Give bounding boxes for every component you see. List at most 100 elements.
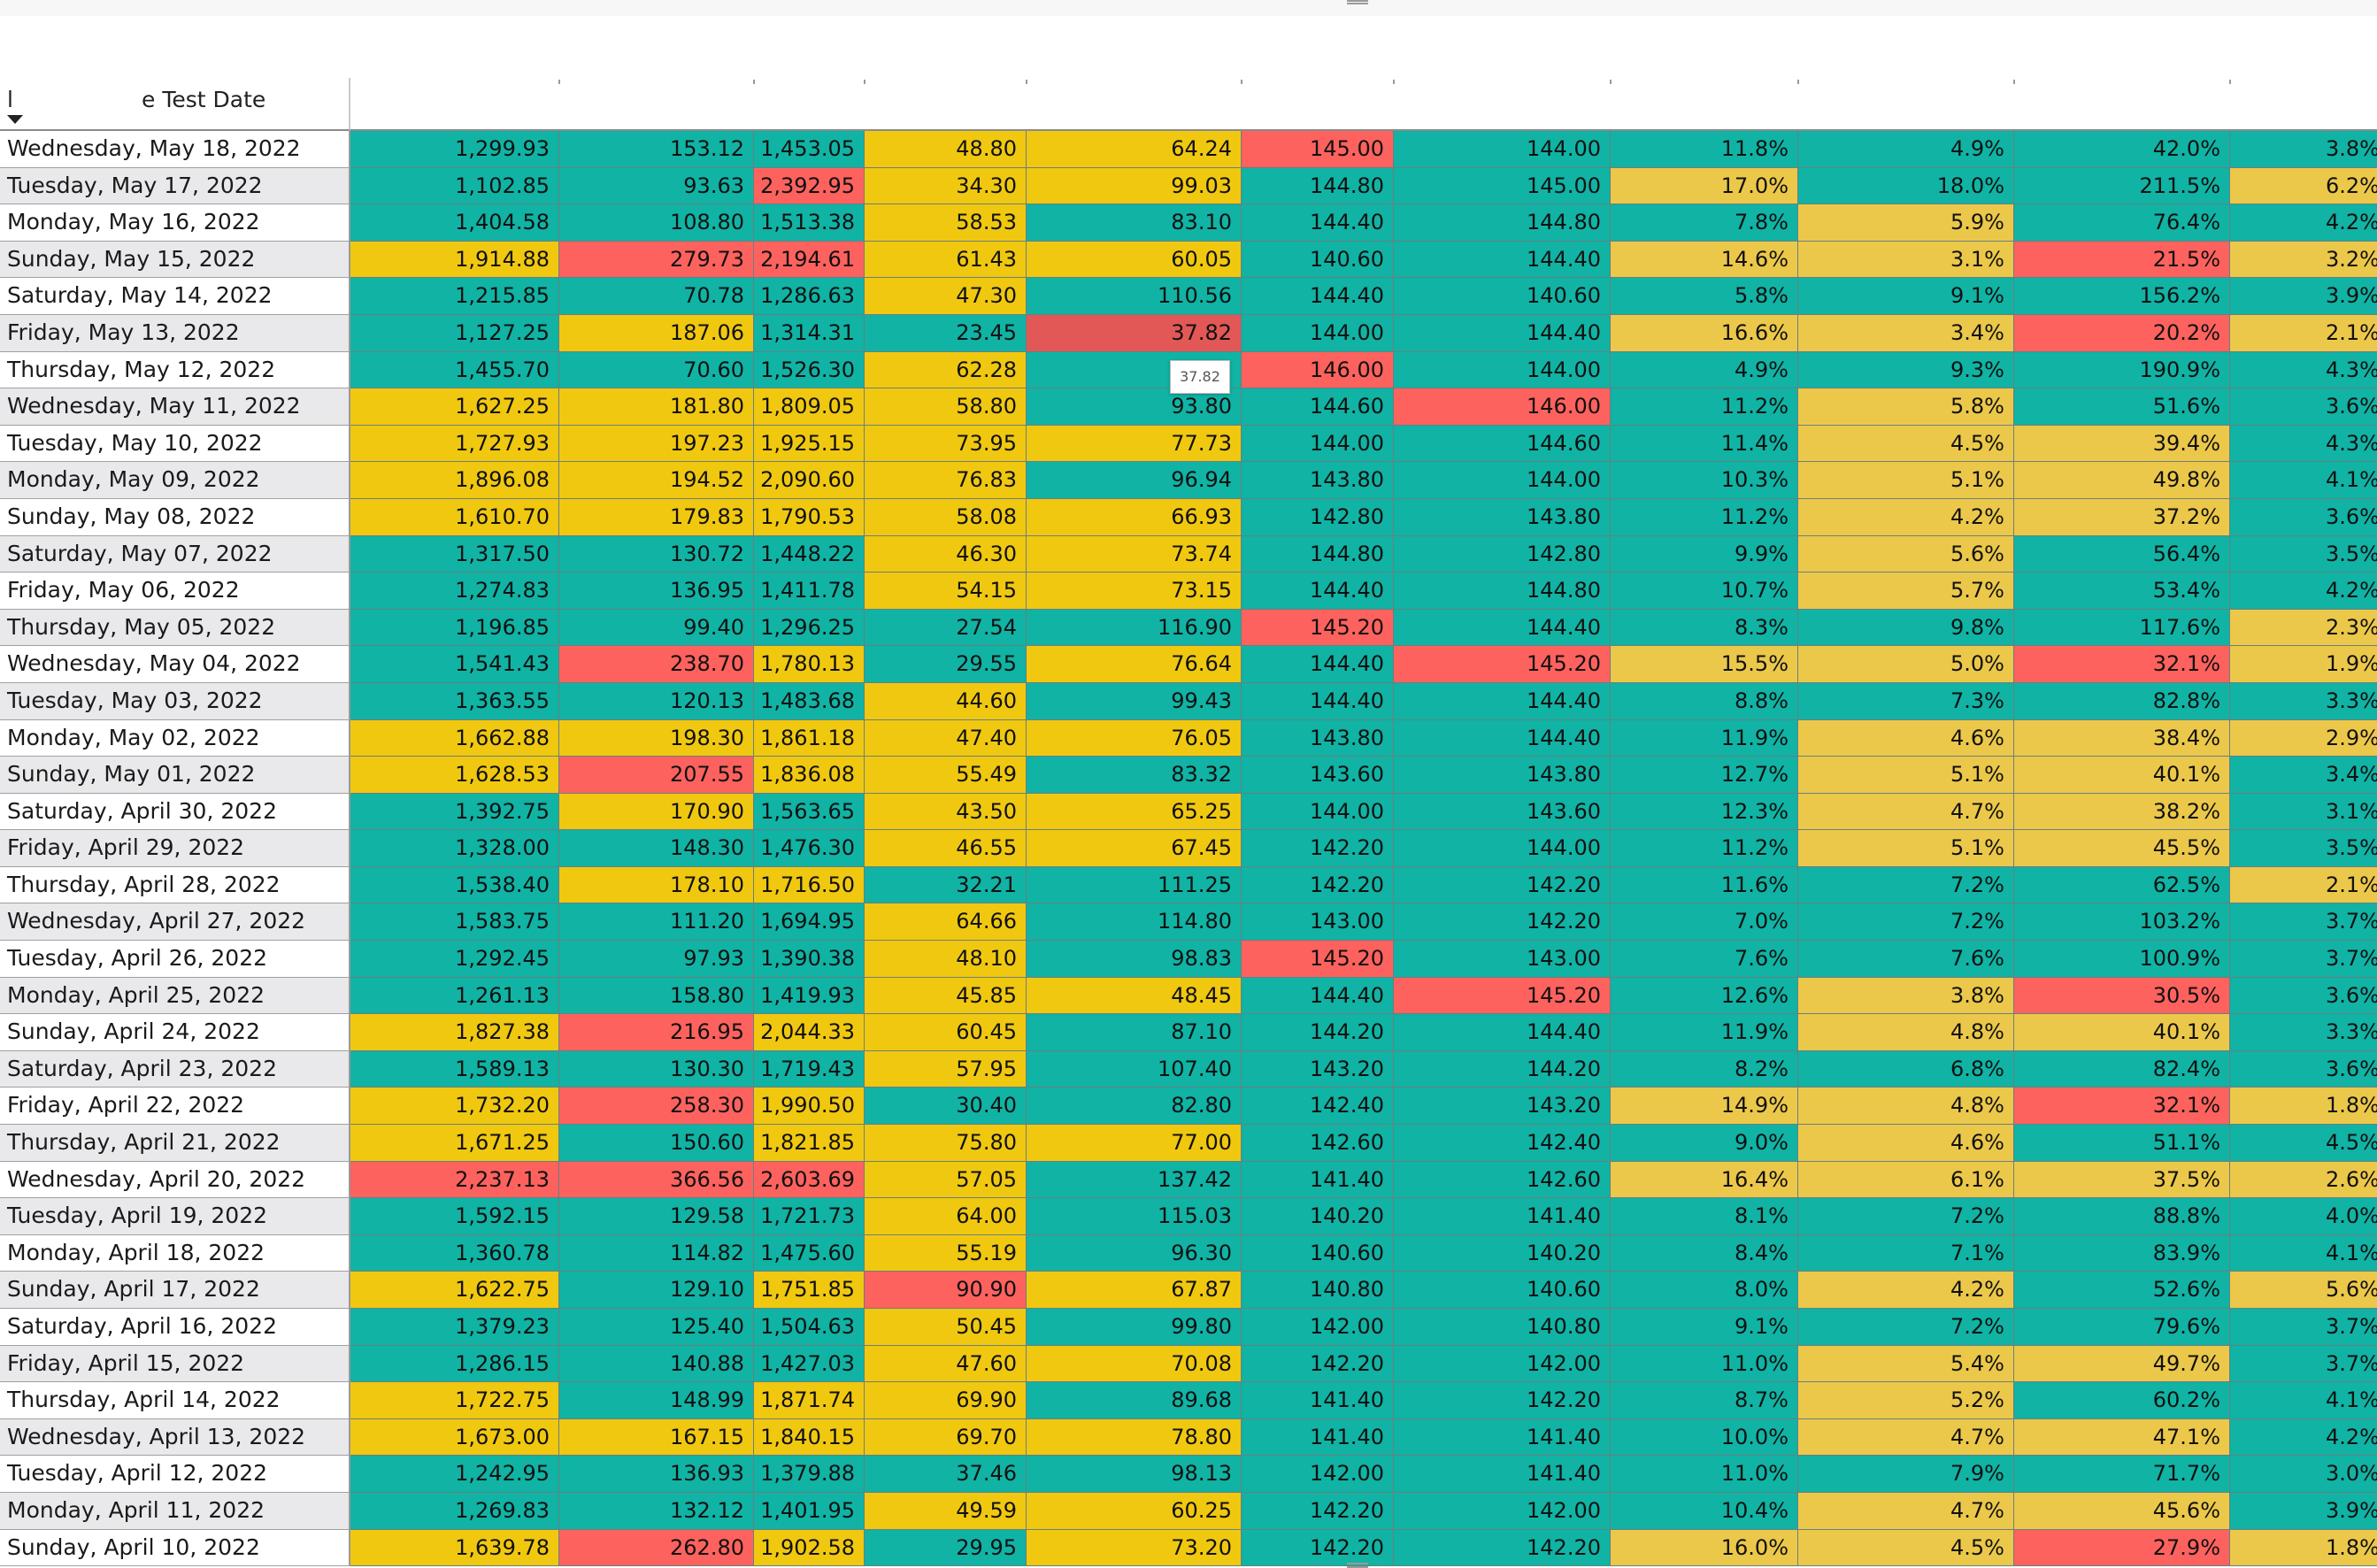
table-cell[interactable]: 5.8% [1611, 278, 1798, 315]
table-cell[interactable]: 1,455.70 [350, 351, 559, 389]
table-cell[interactable]: 1,727.93 [350, 425, 559, 463]
resize-handle-top[interactable] [1347, 0, 1368, 4]
table-cell[interactable]: 4.1% [2230, 1382, 2377, 1419]
table-cell[interactable]: 62.28 [865, 351, 1027, 389]
table-cell[interactable]: 8.1% [1611, 1198, 1798, 1235]
table-cell[interactable]: 32.1% [2014, 1088, 2230, 1126]
table-cell[interactable]: 115.03 [1027, 1198, 1242, 1235]
table-cell[interactable]: 5.4% [1798, 1345, 2014, 1383]
table-cell[interactable]: 18.0% [1798, 167, 2014, 205]
table-row[interactable]: Tuesday, April 19, 2022 1,592.15 129.58 1,7… [0, 1198, 2377, 1235]
table-cell[interactable]: 1,610.70 [350, 498, 559, 536]
table-cell[interactable]: 38.4% [2014, 719, 2230, 757]
table-row[interactable]: Friday, May 06, 2022 1,274.83 136.95 1,411.… [0, 573, 2377, 610]
table-cell[interactable]: 7.2% [1798, 1198, 2014, 1235]
table-row[interactable]: Monday, May 02, 2022 1,662.88 198.30 1,861.… [0, 719, 2377, 757]
row-date-cell[interactable]: Friday, May 13, 2022 [0, 314, 350, 352]
table-cell[interactable]: 32.1% [2014, 646, 2230, 683]
table-cell[interactable]: 76.64 [1027, 646, 1242, 683]
table-cell[interactable]: 4.0% [2230, 1198, 2377, 1235]
table-cell[interactable]: 69.70 [865, 1418, 1027, 1457]
table-cell[interactable]: 70.08 [1027, 1345, 1242, 1383]
table-cell[interactable]: 2,044.33 [754, 1014, 865, 1051]
table-cell[interactable]: 140.80 [1242, 1272, 1394, 1309]
table-cell[interactable]: 2,603.69 [754, 1161, 865, 1199]
table-cell[interactable]: 144.80 [1242, 167, 1394, 205]
table-cell[interactable]: 1,392.75 [350, 793, 559, 831]
table-cell[interactable]: 1,379.88 [754, 1456, 865, 1493]
table-cell[interactable]: 144.40 [1394, 609, 1611, 647]
table-cell[interactable]: 49.59 [865, 1492, 1027, 1530]
table-cell[interactable]: 60.25 [1027, 1492, 1242, 1530]
table-row[interactable]: Tuesday, May 17, 2022 1,102.85 93.63 2,392.… [0, 167, 2377, 205]
table-row[interactable]: Wednesday, April 20, 2022 2,237.13 366.56 2… [0, 1161, 2377, 1199]
table-cell[interactable]: 1,292.45 [350, 941, 559, 978]
table-cell[interactable]: 144.40 [1242, 682, 1394, 720]
table-cell[interactable]: 71.7% [2014, 1456, 2230, 1493]
table-cell[interactable]: 146.00 [1394, 388, 1611, 426]
row-date-cell[interactable]: Thursday, April 14, 2022 [0, 1382, 350, 1419]
table-cell[interactable]: 4.3% [2230, 425, 2377, 463]
table-cell[interactable]: 8.8% [1611, 682, 1798, 720]
table-cell[interactable]: 2,237.13 [350, 1161, 559, 1199]
table-cell[interactable]: 366.56 [559, 1161, 754, 1199]
table-cell[interactable]: 10.4% [1611, 1492, 1798, 1530]
column-resize-tick[interactable] [558, 80, 560, 84]
table-cell[interactable]: 9.1% [1611, 1309, 1798, 1346]
table-cell[interactable]: 58.08 [865, 498, 1027, 536]
row-date-cell[interactable]: Thursday, May 05, 2022 [0, 609, 350, 647]
table-cell[interactable]: 40.1% [2014, 1014, 2230, 1051]
table-cell[interactable]: 1,286.15 [350, 1345, 559, 1383]
table-cell[interactable]: 11.0% [1611, 1456, 1798, 1493]
row-date-cell[interactable]: Sunday, April 17, 2022 [0, 1272, 350, 1309]
table-cell[interactable]: 150.60 [559, 1125, 754, 1162]
table-cell[interactable]: 1,871.74 [754, 1382, 865, 1419]
table-cell[interactable]: 1,390.38 [754, 941, 865, 978]
table-cell[interactable]: 141.40 [1394, 1456, 1611, 1493]
table-cell[interactable]: 42.0% [2014, 131, 2230, 168]
table-row[interactable]: Monday, April 11, 2022 1,269.83 132.12 1,40… [0, 1492, 2377, 1530]
table-cell[interactable]: 4.7% [1798, 793, 2014, 831]
table-cell[interactable]: 279.73 [559, 241, 754, 279]
table-cell[interactable]: 11.0% [1611, 1345, 1798, 1383]
table-cell[interactable]: 1,475.60 [754, 1234, 865, 1272]
row-date-cell[interactable]: Thursday, April 28, 2022 [0, 866, 350, 904]
table-cell[interactable]: 1,328.00 [350, 830, 559, 867]
table-cell[interactable]: 120.13 [559, 682, 754, 720]
table-cell[interactable]: 216.95 [559, 1014, 754, 1051]
table-cell[interactable]: 96.94 [1027, 462, 1242, 499]
table-cell[interactable]: 29.55 [865, 646, 1027, 683]
table-row[interactable]: Friday, May 13, 2022 1,127.25 187.06 1,314.… [0, 314, 2377, 352]
table-cell[interactable]: 1,809.05 [754, 388, 865, 426]
table-cell[interactable]: 4.5% [2230, 1125, 2377, 1162]
table-cell[interactable]: 83.9% [2014, 1234, 2230, 1272]
table-cell[interactable]: 38.2% [2014, 793, 2230, 831]
table-row[interactable]: Saturday, April 23, 2022 1,589.13 130.30 1,… [0, 1050, 2377, 1088]
table-cell[interactable]: 16.4% [1611, 1161, 1798, 1199]
table-cell[interactable]: 16.0% [1611, 1529, 1798, 1567]
table-cell[interactable]: 1,541.43 [350, 646, 559, 683]
table-cell[interactable]: 1,102.85 [350, 167, 559, 205]
table-row[interactable]: Monday, April 18, 2022 1,360.78 114.82 1,47… [0, 1234, 2377, 1272]
table-cell[interactable]: 67.87 [1027, 1272, 1242, 1309]
table-row[interactable]: Saturday, April 30, 2022 1,392.75 170.90 1,… [0, 793, 2377, 831]
table-cell[interactable]: 190.9% [2014, 351, 2230, 389]
table-cell[interactable]: 7.0% [1611, 903, 1798, 942]
table-cell[interactable]: 1,401.95 [754, 1492, 865, 1530]
table-cell[interactable]: 142.00 [1242, 1456, 1394, 1493]
table-cell[interactable]: 144.00 [1394, 131, 1611, 168]
table-row[interactable]: Friday, April 15, 2022 1,286.15 140.88 1,42… [0, 1345, 2377, 1383]
table-cell[interactable]: 50.45 [865, 1309, 1027, 1346]
table-cell[interactable]: 5.0% [1798, 646, 2014, 683]
table-cell[interactable]: 98.13 [1027, 1456, 1242, 1493]
table-cell[interactable]: 1,411.78 [754, 573, 865, 610]
table-cell[interactable]: 58.80 [865, 388, 1027, 426]
column-resize-tick[interactable] [1393, 80, 1395, 84]
row-date-cell[interactable]: Tuesday, May 03, 2022 [0, 682, 350, 720]
table-cell[interactable]: 1,448.22 [754, 535, 865, 573]
table-cell[interactable]: 8.3% [1611, 609, 1798, 647]
table-cell[interactable]: 5.6% [2230, 1272, 2377, 1309]
table-cell[interactable]: 3.9% [2230, 1492, 2377, 1530]
table-cell[interactable]: 1,671.25 [350, 1125, 559, 1162]
row-date-cell[interactable]: Monday, May 16, 2022 [0, 204, 350, 242]
